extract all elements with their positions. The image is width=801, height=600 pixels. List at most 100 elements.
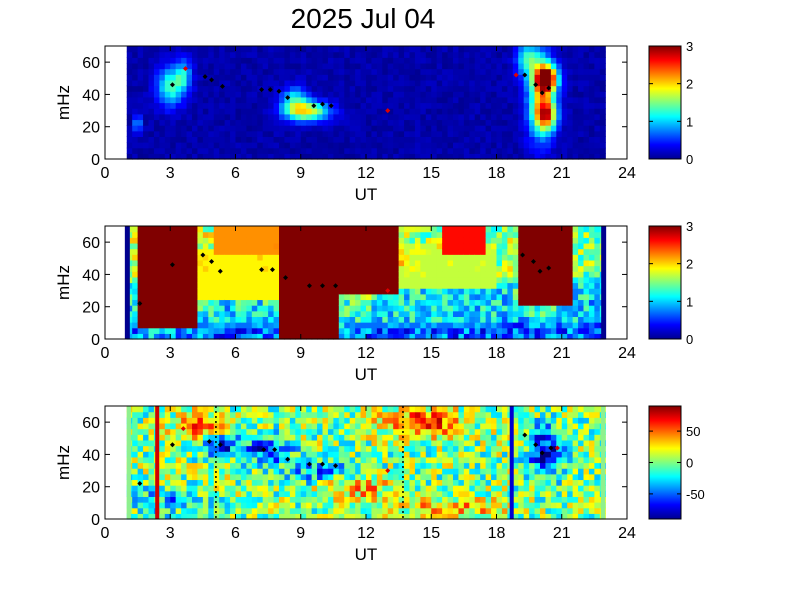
heatmap-cell — [311, 130, 318, 137]
heatmap-cell — [132, 513, 139, 520]
heatmap-cell — [447, 310, 454, 317]
heatmap-cell — [496, 242, 503, 250]
heatmap-cell — [474, 46, 481, 53]
heatmap-cell — [355, 91, 362, 98]
heatmap-cell — [382, 242, 389, 250]
heatmap-cell — [186, 276, 193, 284]
heatmap-cell — [132, 259, 139, 267]
heatmap-cell — [561, 242, 568, 250]
heatmap-cell — [240, 85, 247, 92]
heatmap-cell — [480, 113, 487, 121]
heatmap-cell — [137, 406, 144, 413]
heatmap-cell — [518, 271, 525, 278]
heatmap-cell — [507, 79, 514, 87]
heatmap-cell — [349, 496, 356, 503]
heatmap-cell — [355, 282, 362, 289]
heatmap-cell — [175, 237, 182, 244]
heatmap-cell — [273, 147, 280, 154]
heatmap-cell — [246, 293, 253, 301]
heatmap-cell — [257, 293, 264, 301]
heatmap-cell — [251, 305, 258, 312]
heatmap-cell — [376, 57, 383, 64]
heatmap-cell — [295, 327, 302, 334]
heatmap-cell — [371, 411, 378, 418]
heatmap-cell — [458, 237, 465, 244]
heatmap-cell — [409, 439, 416, 447]
heatmap-cell — [197, 417, 204, 424]
heatmap-cell — [137, 85, 144, 92]
heatmap-cell — [300, 74, 307, 81]
heatmap-cell — [414, 434, 421, 441]
heatmap-cell — [262, 91, 269, 98]
heatmap-cell — [311, 96, 318, 104]
heatmap-cell — [338, 119, 345, 126]
heatmap-cell — [556, 254, 563, 261]
heatmap-cell — [442, 333, 449, 340]
heatmap-cell — [583, 136, 590, 143]
heatmap-cell — [159, 113, 166, 121]
heatmap-cell — [164, 445, 171, 452]
heatmap-cell — [567, 119, 574, 126]
heatmap-cell — [507, 288, 514, 295]
heatmap-cell — [246, 288, 253, 295]
heatmap-cell — [572, 231, 579, 238]
heatmap-cell — [393, 310, 400, 317]
heatmap-cell — [192, 439, 199, 447]
heatmap-cell — [501, 153, 508, 160]
heatmap-cell — [594, 259, 601, 267]
heatmap-cell — [594, 46, 601, 53]
heatmap-cell — [382, 333, 389, 340]
heatmap-cell — [202, 428, 209, 435]
heatmap-cell — [208, 513, 215, 520]
heatmap-cell — [202, 276, 209, 284]
heatmap-cell — [175, 46, 182, 53]
heatmap-cell — [164, 102, 171, 109]
heatmap-cell — [512, 142, 519, 149]
heatmap-cell — [333, 57, 340, 64]
heatmap-cell — [442, 299, 449, 306]
heatmap-cell — [572, 147, 579, 154]
heatmap-cell — [518, 46, 525, 53]
heatmap-cell — [295, 85, 302, 92]
heatmap-cell — [474, 316, 481, 323]
heatmap-cell — [224, 125, 231, 132]
heatmap-cell — [322, 327, 329, 334]
heatmap-cell — [224, 316, 231, 323]
heatmap-cell — [126, 79, 133, 87]
heatmap-cell — [338, 226, 345, 233]
heatmap-cell — [393, 411, 400, 418]
heatmap-cell — [132, 479, 139, 486]
heatmap-cell — [398, 142, 405, 149]
heatmap-cell — [463, 490, 470, 497]
heatmap-cell — [317, 411, 324, 418]
heatmap-cell — [540, 293, 547, 301]
heatmap-cell — [436, 434, 443, 441]
heatmap-cell — [230, 153, 237, 160]
heatmap-cell — [186, 85, 193, 92]
heatmap-cell — [289, 62, 296, 70]
heatmap-cell — [507, 271, 514, 278]
heatmap-cell — [322, 242, 329, 250]
heatmap-cell — [197, 125, 204, 132]
heatmap-cell — [300, 327, 307, 334]
heatmap-cell — [322, 507, 329, 514]
heatmap-cell — [485, 490, 492, 497]
heatmap-cell — [550, 125, 557, 132]
heatmap-cell — [300, 57, 307, 64]
heatmap-cell — [431, 310, 438, 317]
heatmap-cell — [583, 68, 590, 75]
heatmap-cell — [474, 130, 481, 137]
heatmap-cell — [469, 242, 476, 250]
heatmap-cell — [447, 288, 454, 295]
heatmap-cell — [414, 85, 421, 92]
heatmap-cell — [240, 136, 247, 143]
heatmap-cell — [306, 322, 313, 329]
heatmap-cell — [257, 305, 264, 312]
heatmap-cell — [382, 456, 389, 464]
heatmap-cell — [442, 439, 449, 447]
heatmap-cell — [366, 259, 373, 267]
heatmap-cell — [420, 310, 427, 317]
heatmap-cell — [333, 439, 340, 447]
heatmap-cell — [197, 153, 204, 160]
heatmap-cell — [338, 108, 345, 115]
